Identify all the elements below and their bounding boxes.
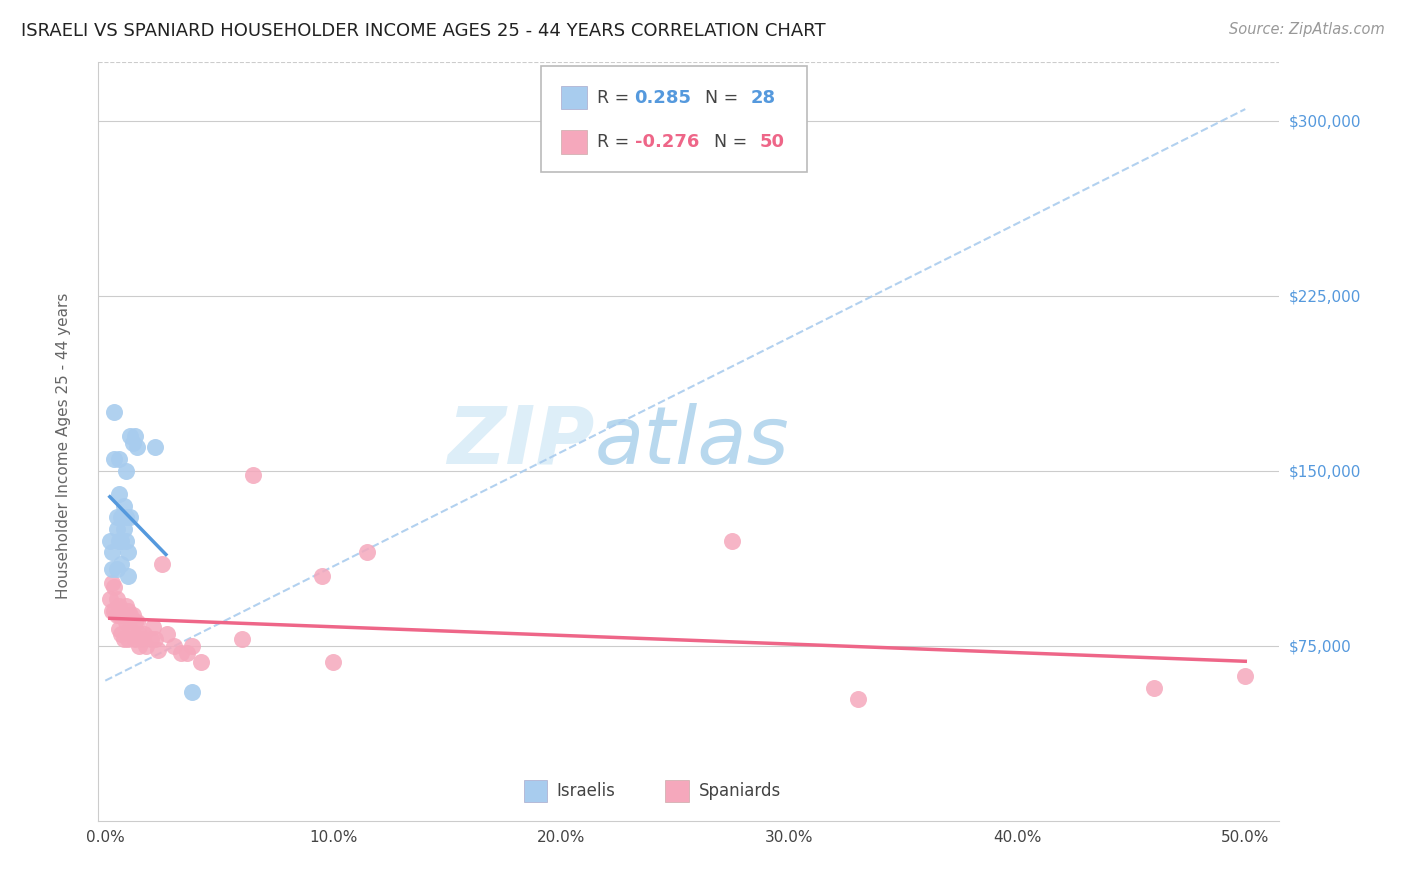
Point bbox=[131, 632, 153, 646]
Point bbox=[120, 428, 142, 442]
Point bbox=[120, 623, 142, 637]
Point bbox=[112, 632, 135, 646]
Text: Spaniards: Spaniards bbox=[699, 782, 780, 800]
Point bbox=[117, 632, 139, 646]
Point bbox=[145, 441, 167, 455]
Point bbox=[117, 545, 139, 559]
Point bbox=[1143, 681, 1166, 695]
Point bbox=[114, 599, 136, 613]
Point bbox=[124, 632, 146, 646]
Bar bbox=[523, 780, 547, 802]
Point bbox=[146, 643, 169, 657]
Point bbox=[110, 557, 132, 571]
Point bbox=[108, 608, 131, 623]
Point bbox=[114, 615, 136, 630]
Point bbox=[110, 627, 132, 641]
Point bbox=[103, 405, 125, 419]
Point bbox=[114, 533, 136, 548]
Point bbox=[105, 608, 128, 623]
Point bbox=[108, 599, 131, 613]
Point bbox=[101, 604, 124, 618]
Text: ISRAELI VS SPANIARD HOUSEHOLDER INCOME AGES 25 - 44 YEARS CORRELATION CHART: ISRAELI VS SPANIARD HOUSEHOLDER INCOME A… bbox=[21, 22, 825, 40]
Point bbox=[120, 510, 142, 524]
Point bbox=[110, 608, 132, 623]
Point bbox=[846, 692, 869, 706]
Point bbox=[145, 632, 167, 646]
Point bbox=[117, 568, 139, 582]
Point bbox=[120, 608, 142, 623]
Point bbox=[105, 522, 128, 536]
Text: ZIP: ZIP bbox=[447, 402, 595, 481]
Point bbox=[124, 428, 146, 442]
Point bbox=[127, 615, 149, 630]
Point bbox=[101, 545, 124, 559]
Point bbox=[135, 639, 157, 653]
Point bbox=[105, 562, 128, 576]
Point bbox=[156, 627, 179, 641]
Bar bbox=[561, 130, 588, 153]
Point bbox=[190, 655, 212, 669]
Point bbox=[180, 685, 202, 699]
Point bbox=[150, 557, 173, 571]
Point bbox=[105, 510, 128, 524]
Point bbox=[114, 464, 136, 478]
Point bbox=[322, 655, 344, 669]
Point bbox=[105, 592, 128, 607]
Point bbox=[103, 580, 125, 594]
Point bbox=[180, 639, 202, 653]
Text: atlas: atlas bbox=[595, 402, 789, 481]
Point bbox=[356, 545, 378, 559]
Point bbox=[108, 487, 131, 501]
Point bbox=[127, 441, 149, 455]
Point bbox=[124, 615, 146, 630]
Point bbox=[110, 510, 132, 524]
Point bbox=[163, 639, 186, 653]
Point bbox=[132, 627, 155, 641]
Text: 50: 50 bbox=[759, 133, 785, 151]
Point bbox=[112, 608, 135, 623]
Text: Israelis: Israelis bbox=[557, 782, 616, 800]
Point bbox=[114, 510, 136, 524]
Text: Householder Income Ages 25 - 44 years: Householder Income Ages 25 - 44 years bbox=[56, 293, 70, 599]
Bar bbox=[561, 87, 588, 110]
Point bbox=[128, 627, 150, 641]
Point bbox=[103, 452, 125, 467]
Point bbox=[139, 632, 162, 646]
Point bbox=[176, 646, 198, 660]
Text: N =: N = bbox=[693, 89, 744, 107]
Point bbox=[1234, 669, 1257, 683]
Point bbox=[112, 499, 135, 513]
Text: R =: R = bbox=[596, 89, 634, 107]
Bar bbox=[665, 780, 689, 802]
Text: Source: ZipAtlas.com: Source: ZipAtlas.com bbox=[1229, 22, 1385, 37]
Point bbox=[98, 533, 121, 548]
Text: 0.285: 0.285 bbox=[634, 89, 692, 107]
Text: -0.276: -0.276 bbox=[634, 133, 699, 151]
Point bbox=[128, 639, 150, 653]
Point bbox=[121, 627, 143, 641]
Point bbox=[242, 468, 264, 483]
Text: 28: 28 bbox=[751, 89, 776, 107]
Point bbox=[721, 533, 744, 548]
Point bbox=[231, 632, 253, 646]
Point bbox=[142, 620, 165, 634]
Point bbox=[169, 646, 191, 660]
FancyBboxPatch shape bbox=[541, 66, 807, 172]
Point bbox=[108, 623, 131, 637]
Point bbox=[108, 533, 131, 548]
Text: R =: R = bbox=[596, 133, 634, 151]
Point bbox=[311, 568, 333, 582]
Point bbox=[110, 533, 132, 548]
Point bbox=[121, 435, 143, 450]
Point bbox=[101, 575, 124, 590]
Point bbox=[108, 452, 131, 467]
Point bbox=[121, 608, 143, 623]
Point bbox=[117, 604, 139, 618]
Point bbox=[112, 522, 135, 536]
Point bbox=[101, 562, 124, 576]
Point bbox=[98, 592, 121, 607]
Text: N =: N = bbox=[703, 133, 752, 151]
Point bbox=[103, 604, 125, 618]
